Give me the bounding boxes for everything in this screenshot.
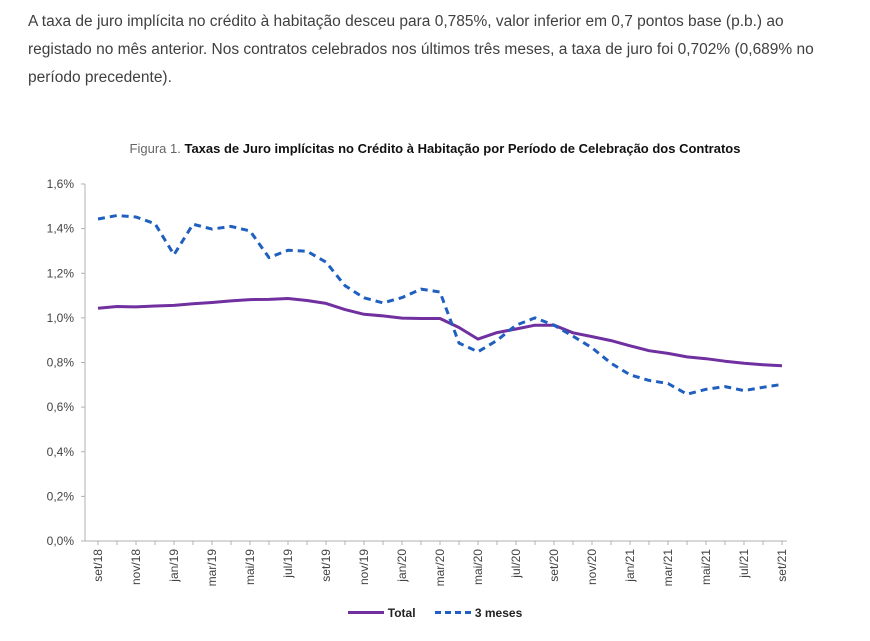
y-tick-label: 0,8%	[47, 356, 75, 370]
x-tick-label: mar/21	[661, 549, 675, 587]
x-tick-label: nov/19	[357, 549, 371, 585]
x-tick-label: mai/21	[699, 549, 713, 585]
chart-title: Figura 1. Taxas de Juro implícitas no Cr…	[0, 141, 870, 156]
x-tick-label: set/20	[547, 549, 561, 582]
x-tick-label: nov/20	[585, 549, 599, 585]
x-tick-label: mar/20	[433, 549, 447, 587]
figure-label: Figura 1.	[129, 141, 181, 156]
y-tick-label: 1,2%	[47, 266, 75, 280]
legend-label-3-meses: 3 meses	[474, 605, 523, 620]
x-tick-label: jul/20	[509, 549, 523, 579]
series-line-3-meses	[97, 214, 783, 396]
y-tick-label: 1,6%	[47, 177, 75, 191]
x-tick-label: jul/19	[281, 549, 295, 579]
x-tick-label: jan/19	[167, 549, 181, 583]
x-tick-label: mai/19	[243, 549, 257, 585]
legend-label-total: Total	[387, 605, 416, 620]
chart-legend: Total 3 meses	[0, 603, 870, 620]
chart-title-text: Taxas de Juro implícitas no Crédito à Ha…	[184, 141, 741, 156]
x-tick-label: mar/19	[205, 549, 219, 587]
legend-item-total: Total	[347, 605, 416, 620]
x-tick-label: nov/18	[129, 549, 143, 585]
y-tick-label: 0,4%	[47, 445, 75, 459]
x-tick-label: set/19	[319, 549, 333, 582]
legend-item-3-meses: 3 meses	[434, 605, 523, 620]
series-line-total	[97, 297, 783, 368]
legend-swatch-total	[347, 611, 384, 614]
intro-paragraph: A taxa de juro implícita no crédito à ha…	[28, 13, 814, 86]
x-tick-label: jan/21	[623, 549, 637, 583]
x-tick-label: jul/21	[737, 549, 751, 579]
y-tick-label: 1,0%	[47, 311, 75, 325]
x-tick-label: mai/20	[471, 549, 485, 585]
x-tick-label: jan/20	[395, 549, 409, 583]
x-tick-label: set/18	[91, 549, 105, 582]
y-tick-label: 0,2%	[47, 489, 75, 503]
y-tick-label: 1,4%	[47, 222, 75, 236]
y-tick-label: 0,6%	[47, 400, 75, 414]
legend-swatch-3-meses	[434, 611, 471, 614]
y-tick-label: 0,0%	[47, 534, 75, 548]
x-tick-label: set/21	[775, 549, 789, 582]
